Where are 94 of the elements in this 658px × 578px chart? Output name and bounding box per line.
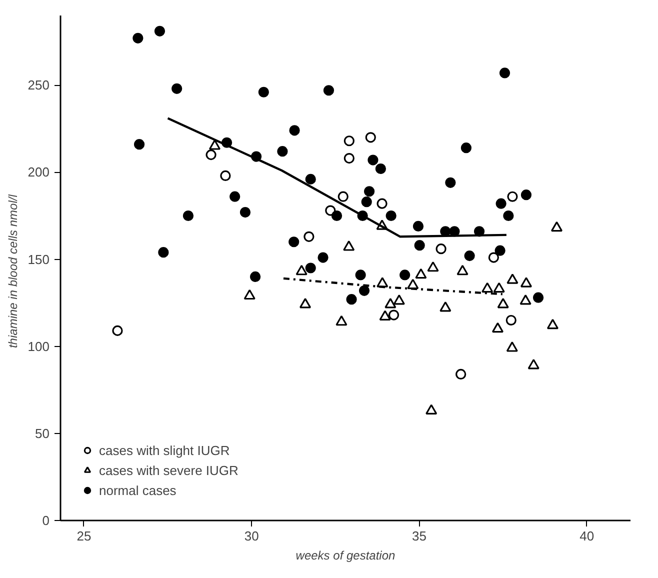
legend-label: cases with slight IUGR <box>99 442 230 458</box>
point <box>208 140 221 150</box>
point <box>323 85 334 96</box>
point <box>338 191 348 202</box>
point <box>305 262 316 274</box>
point <box>172 83 182 94</box>
point <box>376 198 388 209</box>
point <box>436 244 446 254</box>
point <box>528 358 540 370</box>
point <box>520 294 532 305</box>
point <box>386 210 396 222</box>
point <box>277 146 288 157</box>
point <box>415 268 427 279</box>
point <box>506 274 518 284</box>
y-tick-label: 150 <box>28 252 50 267</box>
point <box>244 289 256 300</box>
point <box>464 250 475 262</box>
point <box>546 318 559 330</box>
point <box>400 270 410 280</box>
point <box>304 231 314 242</box>
point <box>493 282 505 293</box>
point <box>368 154 378 166</box>
point <box>393 294 405 305</box>
point <box>503 210 514 222</box>
point <box>494 245 506 256</box>
point <box>520 190 532 200</box>
point <box>506 314 516 326</box>
point <box>112 325 123 336</box>
point <box>220 170 231 181</box>
y-tick-label: 100 <box>28 338 50 354</box>
y-axis-title: thiamine in blood cells nmol/l <box>6 194 20 348</box>
point <box>318 252 328 263</box>
point <box>550 221 563 232</box>
point <box>132 32 144 44</box>
point <box>240 206 251 218</box>
point <box>426 404 438 414</box>
point <box>440 301 452 312</box>
point <box>134 139 145 150</box>
point <box>496 198 506 209</box>
point <box>492 322 504 333</box>
point <box>414 240 425 251</box>
point <box>532 292 544 303</box>
point <box>154 26 166 36</box>
point <box>375 163 386 174</box>
point <box>305 174 316 184</box>
point <box>365 132 376 143</box>
x-tick-label: 35 <box>412 528 427 544</box>
point <box>299 298 312 308</box>
point <box>346 294 357 305</box>
point <box>460 142 472 154</box>
point <box>355 270 366 280</box>
point <box>482 282 494 293</box>
point <box>412 220 424 232</box>
point <box>331 210 342 222</box>
point <box>364 186 375 197</box>
point <box>456 264 468 276</box>
point <box>250 271 261 282</box>
point <box>506 342 518 352</box>
point <box>379 310 391 320</box>
point <box>343 240 355 251</box>
point <box>344 136 354 146</box>
point <box>427 261 439 272</box>
point <box>497 298 509 308</box>
y-tick-label: 50 <box>35 426 50 441</box>
line-series <box>166 117 508 238</box>
y-tick-label: 200 <box>28 164 50 180</box>
point <box>361 196 372 208</box>
point <box>445 177 456 188</box>
point <box>230 191 240 202</box>
legend-label: cases with severe IUGR <box>99 462 238 478</box>
legend-label: normal cases <box>99 482 176 498</box>
point <box>336 315 348 326</box>
x-tick-label: 30 <box>244 528 259 544</box>
x-tick-label: 25 <box>76 528 92 544</box>
point <box>158 247 169 258</box>
point <box>206 150 216 160</box>
point <box>289 125 300 136</box>
point <box>344 153 354 164</box>
point <box>456 368 466 380</box>
point <box>507 191 518 202</box>
point <box>520 277 532 288</box>
point <box>258 86 269 98</box>
point <box>388 310 400 320</box>
point <box>384 298 396 308</box>
point <box>358 285 370 296</box>
point <box>296 264 308 276</box>
point <box>288 236 300 248</box>
x-tick-label: 40 <box>580 528 594 544</box>
y-tick-label: 0 <box>42 513 50 528</box>
point <box>499 68 510 78</box>
x-axis-title: weeks of gestation <box>296 548 396 562</box>
y-tick-label: 250 <box>28 78 50 93</box>
point <box>488 252 499 263</box>
point <box>182 210 194 222</box>
